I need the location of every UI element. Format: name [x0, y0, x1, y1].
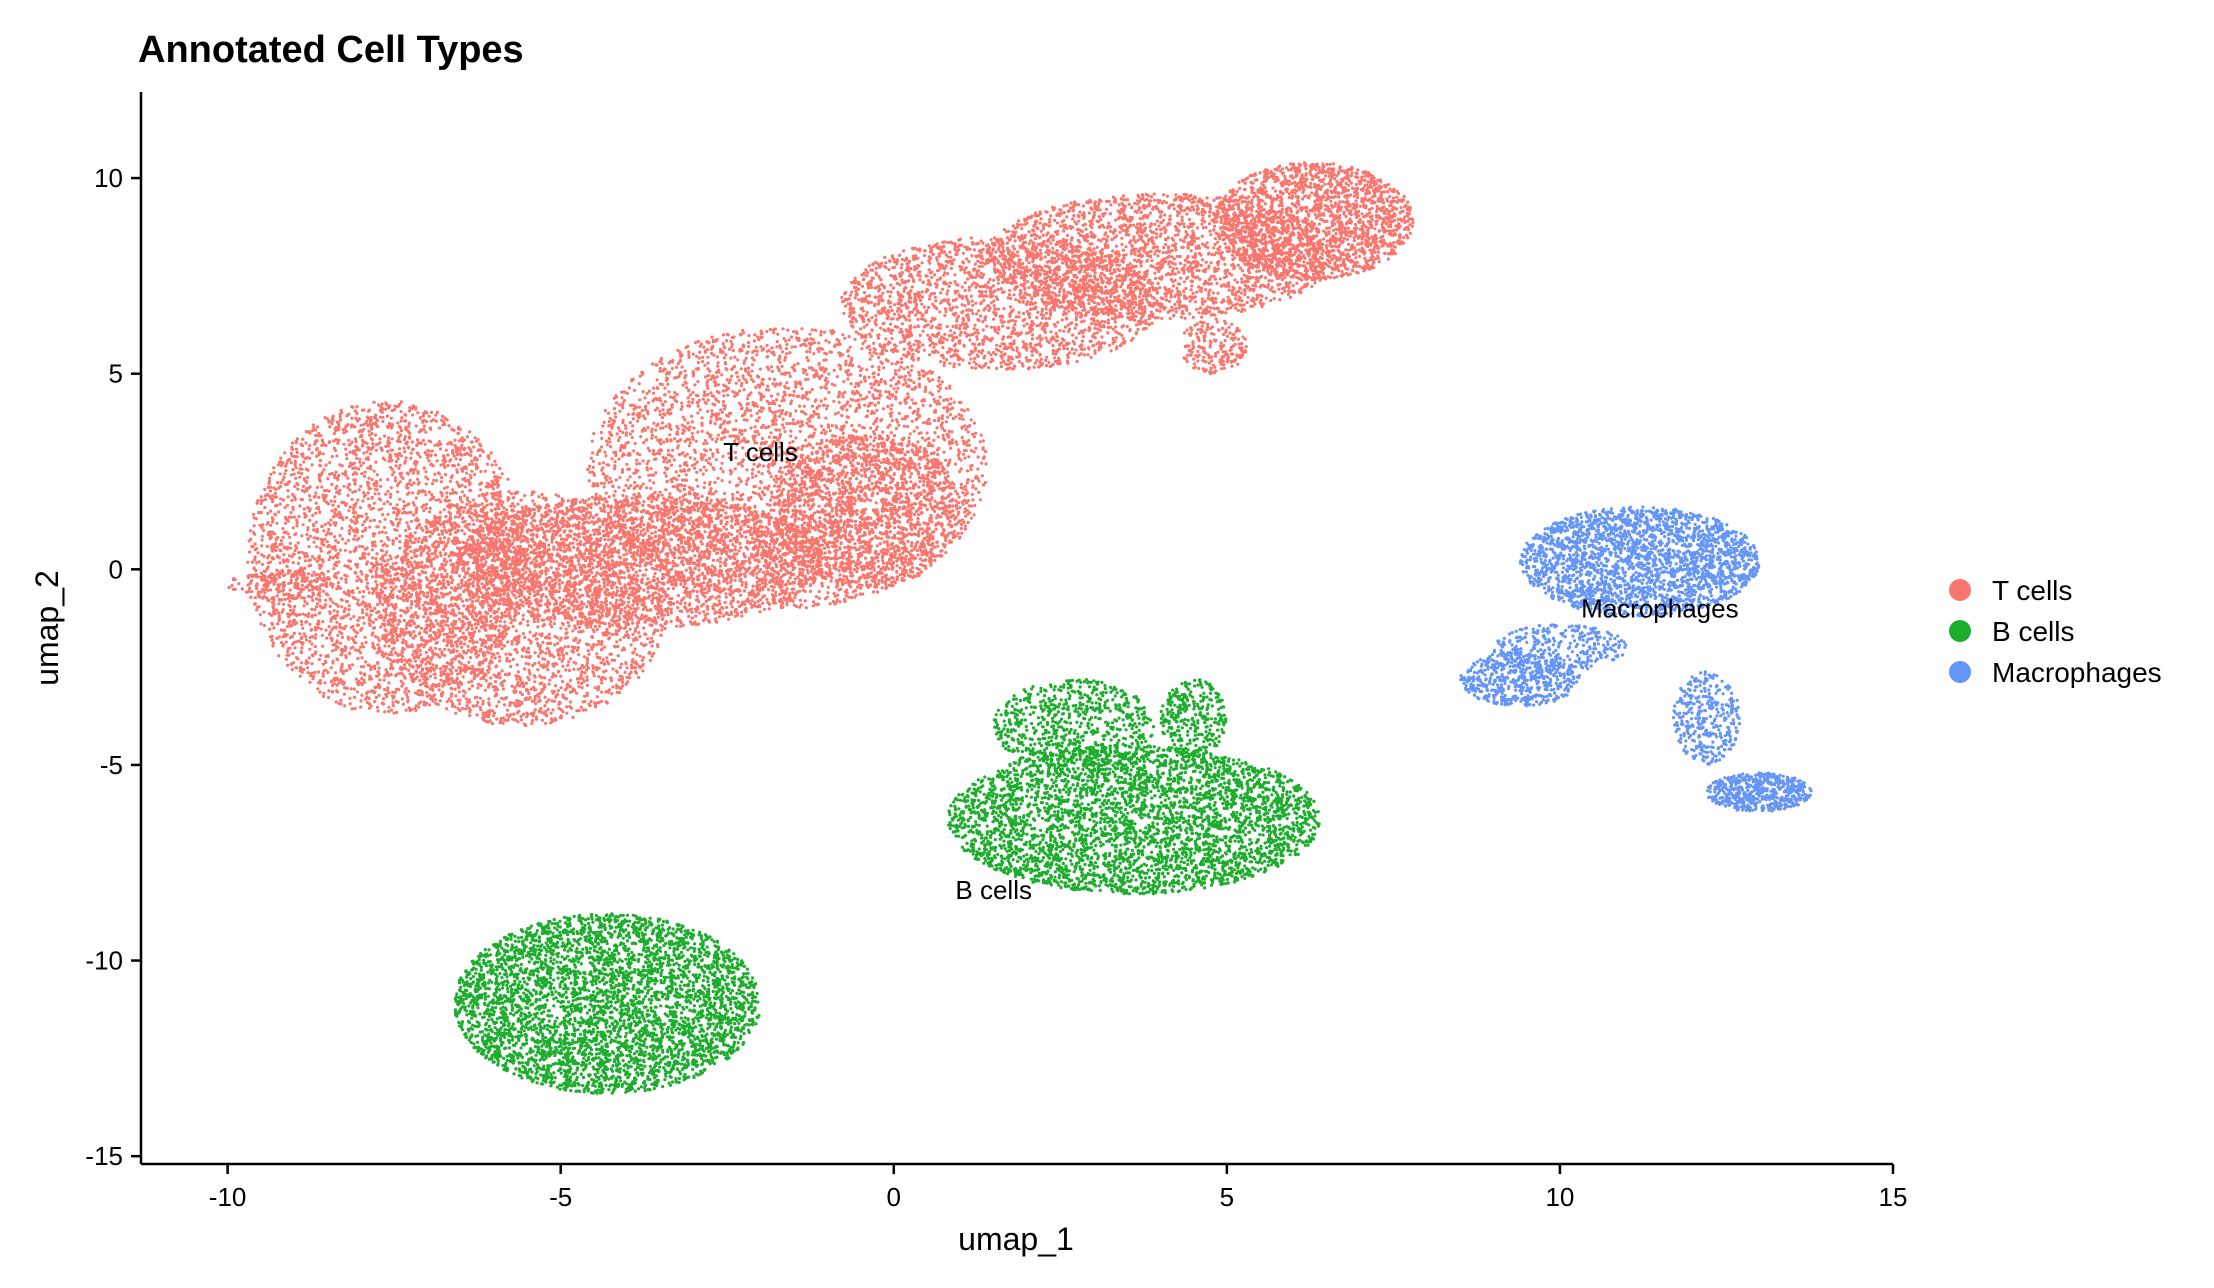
point-cloud	[772, 434, 962, 590]
y-tick-label: 10	[94, 163, 123, 193]
legend-label: B cells	[1992, 616, 2074, 647]
chart-title: Annotated Cell Types	[138, 29, 524, 71]
points-layer	[227, 161, 1813, 1095]
series-b-cells	[453, 678, 1321, 1095]
x-axis-title: umap_1	[958, 1221, 1074, 1257]
point-cloud	[840, 236, 1162, 371]
cluster-label: T cells	[723, 437, 798, 467]
cluster-label: Macrophages	[1581, 593, 1739, 623]
legend-label: T cells	[1992, 575, 2072, 606]
point-cloud	[453, 912, 761, 1095]
y-tick-label: -15	[85, 1141, 123, 1171]
point-cloud	[453, 494, 828, 629]
y-tick-label: -5	[100, 750, 123, 780]
series-macrophages	[1459, 505, 1813, 813]
y-ticks: -15 -10 -5 0 5 10	[85, 163, 141, 1171]
x-tick-label: 10	[1545, 1182, 1574, 1212]
point-cloud	[992, 678, 1156, 774]
point-cloud	[1459, 650, 1581, 708]
legend: T cells B cells Macrophages	[1949, 575, 2162, 688]
x-tick-label: -5	[549, 1182, 572, 1212]
y-tick-label: 0	[109, 554, 123, 584]
point-cloud	[1212, 161, 1415, 282]
x-tick-label: 15	[1879, 1182, 1908, 1212]
cluster-label: B cells	[955, 875, 1032, 905]
y-axis-title: umap_2	[29, 570, 65, 686]
point-cloud	[586, 327, 988, 610]
point-cloud	[1182, 317, 1248, 376]
point-cloud	[1159, 678, 1228, 759]
x-tick-label: 0	[887, 1182, 901, 1212]
legend-label: Macrophages	[1992, 657, 2162, 688]
point-cloud	[947, 744, 1321, 896]
point-cloud	[246, 400, 529, 715]
y-tick-label: 5	[109, 359, 123, 389]
series-t-cells	[227, 161, 1415, 728]
legend-swatch	[1949, 579, 1971, 601]
point-cloud	[985, 192, 1335, 321]
point-cloud	[1518, 505, 1761, 618]
legend-swatch	[1949, 661, 1971, 683]
point-cloud	[227, 568, 335, 602]
x-tick-label: 5	[1220, 1182, 1234, 1212]
point-cloud	[375, 490, 668, 728]
x-ticks: -10 -5 0 5 10 15	[209, 1164, 1908, 1212]
point-cloud	[1492, 623, 1628, 673]
point-cloud	[1706, 771, 1813, 813]
x-tick-label: -10	[209, 1182, 247, 1212]
legend-swatch	[1949, 620, 1971, 642]
cluster-labels: T cells B cells Macrophages	[723, 437, 1738, 905]
y-tick-label: -10	[85, 946, 123, 976]
point-cloud	[1671, 670, 1742, 766]
